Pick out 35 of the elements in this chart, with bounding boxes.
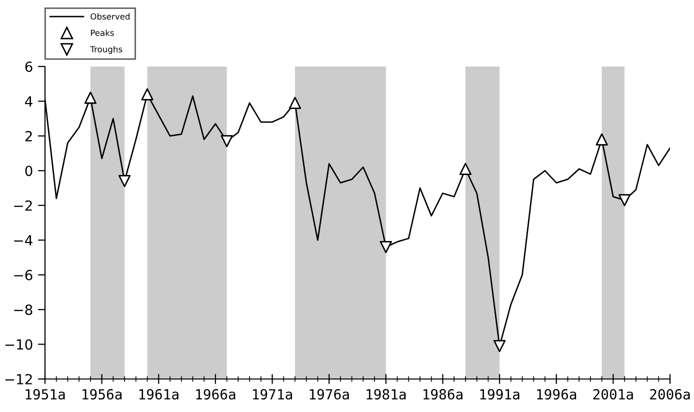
point bbox=[118, 175, 131, 188]
y-tick-label: 2 bbox=[25, 130, 32, 142]
legend-label: Troughs bbox=[90, 46, 122, 54]
y-tick-label: −6 bbox=[14, 270, 32, 280]
legend-label: Peaks bbox=[90, 30, 114, 36]
y-tick-label: −10 bbox=[5, 339, 32, 350]
x-tick-label: 1966a bbox=[196, 389, 236, 400]
x-tick-label: 1951a bbox=[26, 389, 65, 400]
y-tick-label: 4 bbox=[25, 96, 32, 106]
point bbox=[141, 88, 154, 100]
y-tick-label: −2 bbox=[14, 200, 32, 211]
y-tick-label: −4 bbox=[14, 235, 32, 246]
x-tick-label: 1981a bbox=[366, 389, 406, 400]
point bbox=[618, 194, 631, 206]
y-tick-label: −12 bbox=[5, 374, 32, 384]
x-tick-label: 1961a bbox=[139, 389, 178, 400]
point bbox=[493, 340, 506, 352]
point bbox=[380, 240, 392, 254]
x-tick-label: 1991a bbox=[480, 389, 520, 400]
point bbox=[596, 133, 608, 146]
x-tick-label: 2001a bbox=[593, 389, 633, 400]
y-tick-label: 0 bbox=[25, 166, 32, 176]
point bbox=[288, 96, 302, 110]
x-tick-label: 1956a bbox=[82, 389, 122, 400]
y-tick-label: 6 bbox=[25, 61, 32, 72]
point bbox=[459, 162, 472, 176]
legend-label: Observed bbox=[90, 13, 130, 20]
x-tick-label: 2006a bbox=[650, 389, 690, 400]
y-tick-label: −8 bbox=[14, 304, 32, 316]
x-tick-label: 1971a bbox=[253, 389, 292, 400]
x-tick-label: 1996a bbox=[537, 389, 576, 400]
x-tick-label: 1986a bbox=[423, 389, 462, 400]
point bbox=[220, 135, 233, 148]
x-tick-label: 1976a bbox=[310, 389, 349, 400]
point bbox=[84, 92, 97, 104]
